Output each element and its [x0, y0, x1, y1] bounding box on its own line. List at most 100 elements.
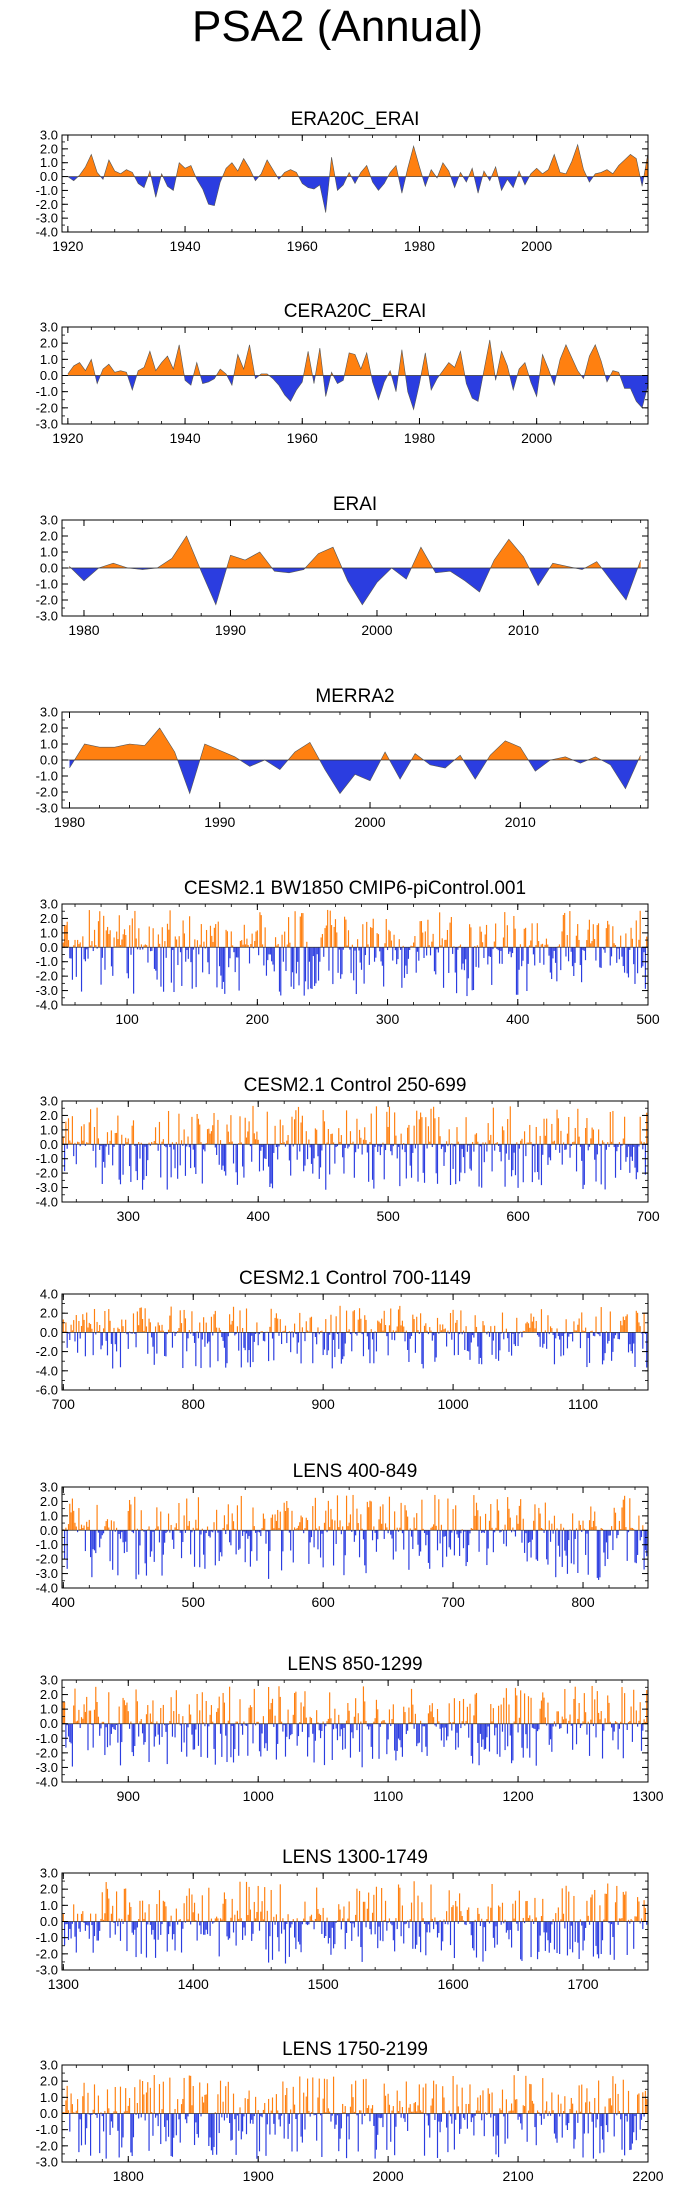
x-tick-label: 1920 [52, 430, 83, 446]
positive-bar [212, 1125, 213, 1144]
positive-bar [320, 1915, 321, 1921]
negative-bar [150, 1530, 151, 1557]
negative-bar [290, 1724, 291, 1736]
positive-bar [307, 2079, 308, 2114]
negative-bar [241, 1332, 242, 1367]
positive-bar [620, 1919, 621, 1922]
x-tick-label: 500 [636, 1011, 660, 1027]
positive-bar [246, 1138, 247, 1145]
positive-bar [219, 1328, 220, 1333]
positive-bar [563, 1528, 564, 1531]
negative-bar [237, 1144, 238, 1185]
negative-bar [69, 1724, 70, 1742]
negative-bar [102, 1144, 103, 1184]
negative-bar [138, 2114, 139, 2119]
negative-bar [307, 1922, 308, 1926]
positive-bar [81, 1126, 82, 1144]
negative-bar [171, 1144, 172, 1177]
negative-bar [107, 1724, 108, 1747]
positive-bar [291, 1117, 292, 1145]
positive-bar [404, 1505, 405, 1530]
negative-bar [588, 1530, 589, 1574]
negative-bar [145, 1530, 146, 1563]
positive-bar [72, 2104, 73, 2113]
positive-bar [258, 2110, 259, 2113]
positive-bar [275, 1514, 276, 1530]
positive-bar [425, 1323, 426, 1332]
negative-bar [195, 1724, 196, 1730]
positive-bar [597, 925, 598, 947]
negative-bar [154, 1530, 155, 1562]
positive-bar [197, 1694, 198, 1724]
negative-bar [156, 1332, 157, 1353]
positive-bar [87, 2093, 88, 2114]
negative-bar [186, 1332, 187, 1351]
positive-bar [507, 1497, 508, 1530]
positive-bar [619, 2111, 620, 2113]
negative-bar [403, 2114, 404, 2119]
negative-bar [243, 1332, 244, 1347]
positive-bar [76, 2111, 77, 2114]
positive-bar [486, 1919, 487, 1921]
positive-bar [364, 1902, 365, 1922]
negative-bar [109, 1530, 110, 1561]
y-tick-label: 0.0 [40, 1523, 58, 1538]
positive-bar [298, 1526, 299, 1530]
positive-bar [644, 1313, 645, 1333]
negative-bar [515, 1332, 516, 1346]
positive-bar [216, 1712, 217, 1724]
negative-bar [138, 1724, 139, 1737]
negative-bar [467, 2114, 468, 2129]
negative-bar [310, 947, 311, 988]
negative-bar [407, 2114, 408, 2131]
positive-bar [443, 1329, 444, 1332]
positive-bar [576, 2111, 577, 2114]
negative-bar [200, 1332, 201, 1368]
positive-bar [261, 915, 262, 947]
positive-bar [490, 1135, 491, 1144]
negative-bar [472, 2114, 473, 2118]
positive-bar [581, 1312, 582, 1332]
positive-bar [146, 1714, 147, 1723]
negative-bar [94, 1530, 95, 1550]
positive-bar [143, 2094, 144, 2113]
negative-bar [204, 1724, 205, 1726]
negative-bar [321, 1922, 322, 1934]
positive-bar [355, 1698, 356, 1724]
positive-bar [429, 1142, 430, 1145]
positive-bar [642, 2092, 643, 2113]
negative-bar [511, 1724, 512, 1763]
positive-bar [536, 1127, 537, 1144]
negative-bar [87, 947, 88, 958]
positive-bar [238, 1919, 239, 1922]
positive-bar [271, 2111, 272, 2114]
negative-bar [420, 1922, 421, 1953]
negative-bar [98, 1530, 99, 1532]
positive-bar [621, 1325, 622, 1332]
positive-bar [425, 931, 426, 947]
negative-bar [193, 1332, 194, 1335]
negative-bar [434, 2114, 435, 2120]
negative-bar [526, 947, 527, 991]
negative-bar [577, 1922, 578, 1943]
negative-bar [263, 1332, 264, 1340]
negative-bar [480, 1724, 481, 1734]
negative-bar [467, 1530, 468, 1562]
negative-bar [553, 1530, 554, 1533]
positive-bar [308, 2111, 309, 2114]
negative-bar [402, 1144, 403, 1149]
positive-bar [111, 1130, 112, 1144]
positive-bar [618, 2094, 619, 2114]
positive-bar [506, 2099, 507, 2113]
negative-bar [121, 2114, 122, 2148]
negative-bar [93, 1144, 94, 1151]
x-tick-label: 600 [311, 1594, 335, 1610]
positive-bar [492, 1721, 493, 1723]
negative-bar [107, 1332, 108, 1355]
positive-bar [294, 1527, 295, 1530]
negative-bar [401, 2114, 402, 2118]
x-tick-label: 2000 [521, 430, 552, 446]
negative-bar [637, 1144, 638, 1172]
negative-bar [641, 947, 642, 967]
negative-bar [235, 947, 236, 972]
